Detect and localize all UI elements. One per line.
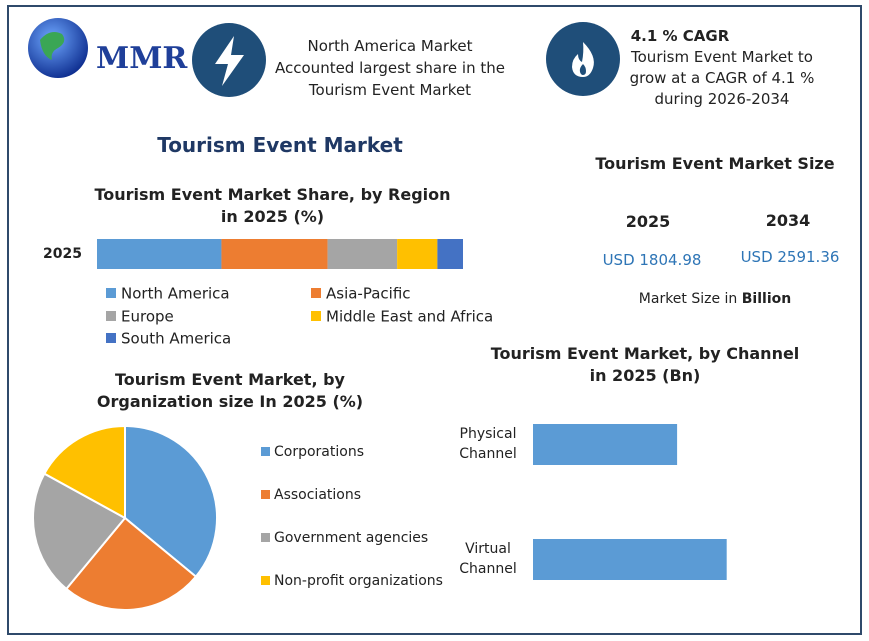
category-label: 2025 <box>43 246 82 262</box>
main-title: Tourism Event Market <box>157 133 403 157</box>
bar-segment <box>397 239 438 269</box>
legend-label: South America <box>121 330 231 348</box>
bar-segment <box>97 239 222 269</box>
lightning-icon <box>215 36 244 86</box>
frame <box>7 5 862 635</box>
note-text: Market Size in <box>638 291 738 307</box>
note-emphasis: Billion <box>741 291 792 307</box>
size-year: 2034 <box>765 211 811 230</box>
legend-swatch <box>261 490 270 499</box>
legend-label: Europe <box>121 308 174 326</box>
size-year: 2025 <box>625 212 671 231</box>
logo-land <box>40 32 65 60</box>
bar <box>533 424 678 465</box>
legend-swatch <box>261 533 270 542</box>
legend-swatch <box>261 576 270 585</box>
highlight-title: 4.1 % CAGR <box>630 27 730 45</box>
bar-segment <box>221 239 328 269</box>
legend-swatch <box>106 311 116 321</box>
legend-swatch <box>311 311 321 321</box>
legend-swatch <box>106 288 116 298</box>
legend-label: Associations <box>274 487 361 503</box>
size-value: USD 2591.36 <box>740 248 840 266</box>
bar-segment <box>327 239 398 269</box>
legend-swatch <box>311 288 321 298</box>
highlight-text: Tourism Event Market to grow at a CAGR o… <box>629 48 815 108</box>
legend-label: Corporations <box>274 444 364 460</box>
flame-icon <box>572 42 594 77</box>
legend-swatch <box>261 447 270 456</box>
legend-label: Government agencies <box>274 530 428 546</box>
legend-label: Asia-Pacific <box>326 285 411 303</box>
chart-title: Tourism Event Market, by Organization si… <box>96 370 364 411</box>
highlight-text: North America Market Accounted largest s… <box>275 37 505 99</box>
size-note: Market Size in Billion <box>610 291 820 307</box>
size-title: Tourism Event Market Size <box>595 154 835 173</box>
bar <box>533 539 727 580</box>
category-label: Virtual Channel <box>459 541 517 577</box>
pie-slice <box>124 424 218 579</box>
size-value: USD 1804.98 <box>602 251 702 269</box>
pie-slice <box>43 424 126 520</box>
category-label: Physical Channel <box>459 426 517 462</box>
pie-slice <box>64 516 198 611</box>
bar-segment <box>437 239 463 269</box>
chart-title: Tourism Event Market Share, by Region in… <box>94 185 451 226</box>
pie-slice <box>32 472 127 591</box>
chart-title: Tourism Event Market, by Channel in 2025… <box>490 344 800 385</box>
legend-label: Non-profit organizations <box>274 573 443 589</box>
logo-text: MMR <box>96 41 188 76</box>
legend-label: Middle East and Africa <box>326 308 493 326</box>
legend-label: North America <box>121 285 230 303</box>
legend-swatch <box>106 333 116 343</box>
